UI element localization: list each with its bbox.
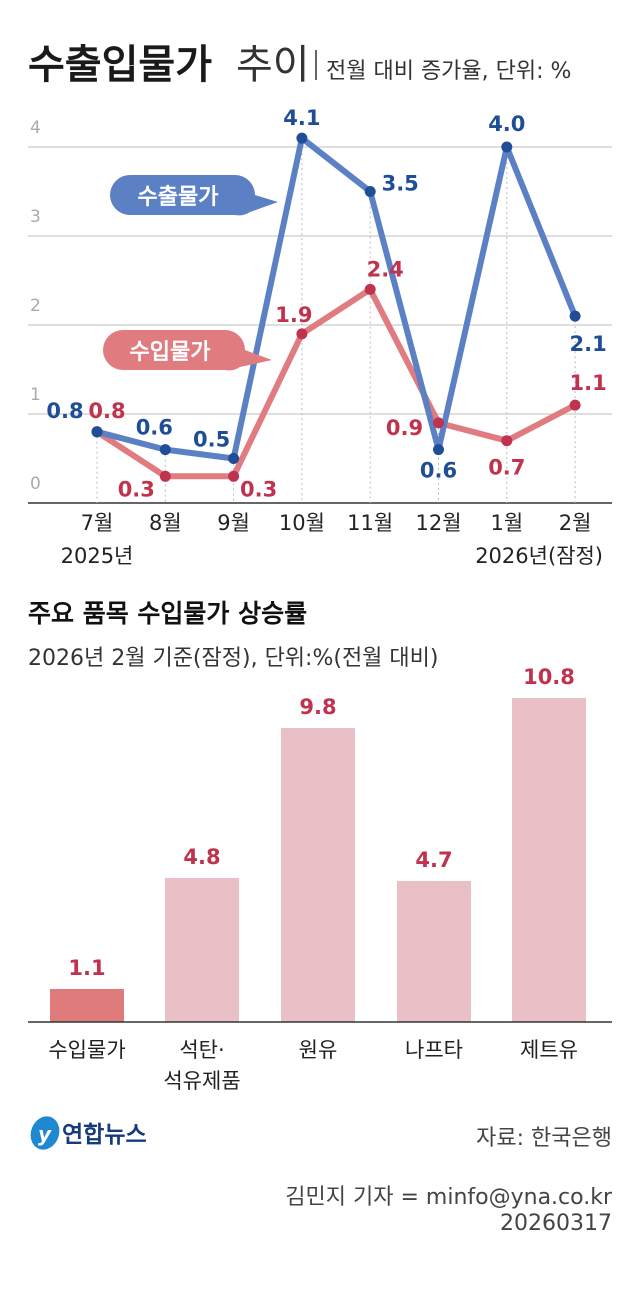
x-tick-label: 2월 bbox=[559, 511, 592, 535]
data-label: 4.0 bbox=[488, 112, 525, 136]
data-label: 0.3 bbox=[118, 477, 155, 501]
subtitle: 전월 대비 증가율, 단위: % bbox=[326, 59, 571, 84]
y-tick-label: 3 bbox=[30, 207, 41, 227]
bar-category-label: 원유 bbox=[299, 1038, 338, 1062]
logo-text: 연합뉴스 bbox=[62, 1122, 147, 1148]
data-label: 4.1 bbox=[283, 106, 320, 130]
data-point bbox=[569, 399, 581, 411]
data-point bbox=[501, 435, 513, 447]
bar bbox=[165, 878, 239, 1022]
bar-value-label: 10.8 bbox=[523, 665, 575, 689]
data-label: 0.9 bbox=[386, 416, 423, 440]
data-point bbox=[364, 186, 376, 197]
data-point bbox=[91, 426, 103, 438]
data-label: 1.1 bbox=[569, 371, 606, 395]
data-label: 1.9 bbox=[275, 303, 312, 327]
bar bbox=[50, 989, 124, 1022]
bar-value-label: 9.8 bbox=[299, 695, 336, 719]
y-tick-label: 1 bbox=[30, 385, 41, 405]
date: 20260317 bbox=[500, 1211, 612, 1236]
bar-value-label: 1.1 bbox=[68, 956, 105, 980]
line-chart: 0 1 2 3 4 7월 8월 9월 10월 11월 12월 1월 2월 2025년 2026년(잠정) 0.… bbox=[28, 106, 612, 568]
data-label: 0.5 bbox=[193, 428, 230, 452]
data-label: 0.7 bbox=[488, 456, 525, 480]
data-point bbox=[296, 328, 308, 340]
bar-chart: 1.1 수입물가 4.8 석탄· 석유제품 9.8 원유 4.7 나프타 10.8 제트유 bbox=[28, 665, 612, 1093]
bar bbox=[281, 728, 355, 1022]
series-line-export bbox=[96, 135, 578, 462]
data-point bbox=[159, 444, 171, 456]
x-tick-label: 7월 bbox=[81, 511, 114, 535]
data-label: 0.8 bbox=[88, 399, 125, 423]
source: 자료: 한국은행 bbox=[476, 1126, 612, 1151]
bar bbox=[512, 698, 586, 1022]
bar-value-label: 4.7 bbox=[415, 848, 452, 872]
bar-category-label: 수입물가 bbox=[48, 1038, 125, 1062]
logo: y 연합뉴스 bbox=[30, 1116, 147, 1150]
data-point bbox=[228, 470, 240, 482]
x-tick-label: 1월 bbox=[490, 511, 523, 535]
credit: 김민지 기자 = minfo@yna.co.kr bbox=[285, 1185, 613, 1210]
series-line-import bbox=[95, 286, 577, 480]
title-light: 추이 bbox=[236, 42, 310, 88]
bar-value-label: 4.8 bbox=[183, 845, 220, 869]
data-point bbox=[433, 417, 444, 429]
y-tick-label: 4 bbox=[30, 118, 41, 138]
bar-category-label: 석유제품 bbox=[163, 1069, 240, 1093]
x-tick-label: 10월 bbox=[279, 511, 325, 535]
x-tick-label: 8월 bbox=[149, 511, 182, 535]
data-point bbox=[159, 470, 171, 482]
logo-icon bbox=[30, 1116, 60, 1150]
data-point bbox=[569, 310, 581, 322]
data-point bbox=[501, 141, 513, 153]
year-label: 2025년 bbox=[61, 544, 134, 568]
data-point bbox=[433, 444, 444, 456]
data-label: 3.5 bbox=[382, 172, 419, 196]
bar-category-label: 제트유 bbox=[520, 1038, 578, 1062]
bar-chart-title: 주요 품목 수입물가 상승률 bbox=[28, 599, 307, 628]
data-label: 0.6 bbox=[420, 459, 457, 483]
data-label: 2.4 bbox=[367, 257, 404, 281]
x-tick-label: 9월 bbox=[217, 511, 250, 535]
x-tick-label: 11월 bbox=[347, 511, 393, 535]
bar-category-label: 나프타 bbox=[405, 1038, 463, 1062]
y-tick-label: 2 bbox=[30, 296, 41, 316]
legend-import-label: 수입물가 bbox=[130, 340, 211, 365]
year-label: 2026년(잠정) bbox=[475, 544, 603, 568]
data-point bbox=[228, 453, 240, 464]
title-bold: 수출입물가 bbox=[28, 42, 212, 88]
legend-export-label: 수출물가 bbox=[138, 185, 219, 210]
data-label: 0.8 bbox=[46, 399, 83, 423]
svg-text:y: y bbox=[38, 1122, 52, 1146]
data-label: 2.1 bbox=[569, 332, 606, 356]
bar bbox=[397, 881, 471, 1022]
data-label: 0.3 bbox=[240, 477, 277, 501]
bar-category-label: 석탄· bbox=[179, 1038, 224, 1062]
legend-import: 수입물가 bbox=[103, 330, 272, 371]
data-point bbox=[296, 132, 308, 144]
x-tick-label: 12월 bbox=[415, 511, 461, 535]
legend-export: 수출물가 bbox=[110, 175, 278, 216]
data-label: 0.6 bbox=[136, 416, 173, 440]
bar-chart-subtitle: 2026년 2월 기준(잠정), 단위:%(전월 대비) bbox=[28, 646, 438, 671]
data-point bbox=[364, 283, 376, 295]
y-tick-label: 0 bbox=[30, 474, 41, 494]
